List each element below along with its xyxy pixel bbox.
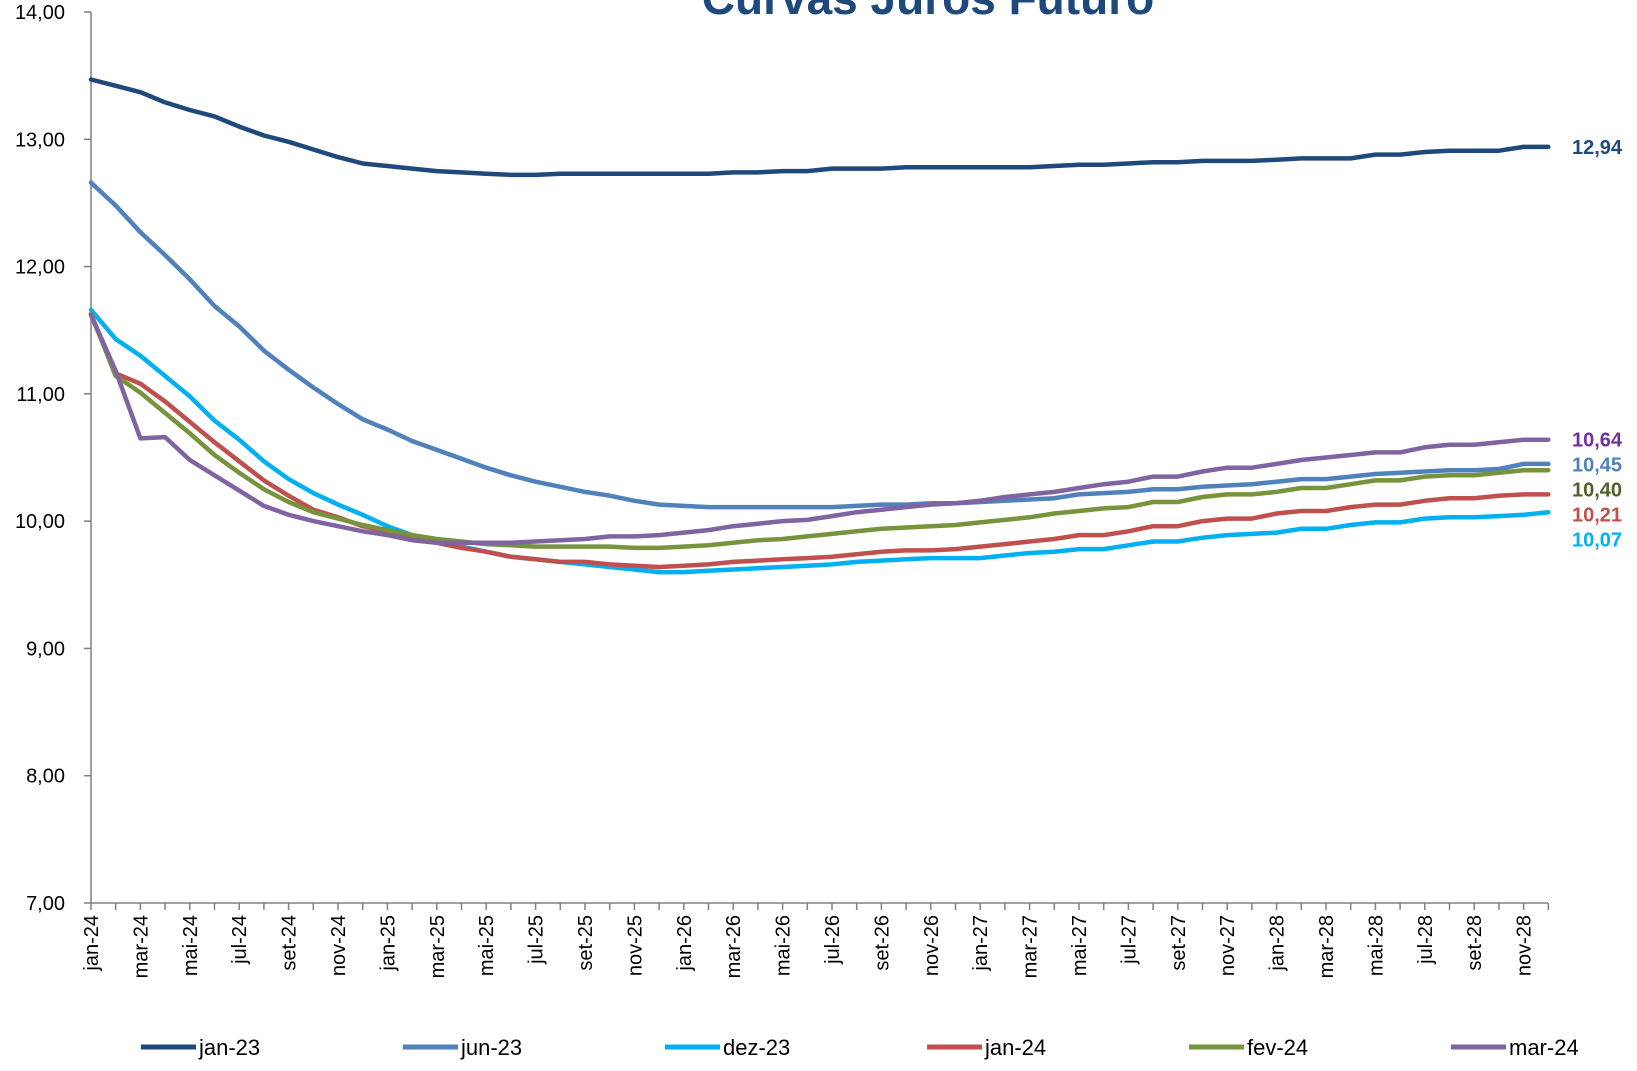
x-tick-label: mar-28 xyxy=(1316,915,1338,978)
legend-label-dez-23: dez-23 xyxy=(723,1035,790,1060)
x-tick-label: jan-25 xyxy=(377,915,399,972)
x-tick-label: mar-27 xyxy=(1020,915,1042,978)
x-tick-label: set-28 xyxy=(1464,915,1486,971)
legend-label-jun-23: jun-23 xyxy=(460,1035,522,1060)
x-tick-label: jul-26 xyxy=(822,915,844,965)
y-tick-label: 13,00 xyxy=(15,129,65,151)
legend: jan-23 jun-23 dez-23 jan-24 fev-24 mar-24 xyxy=(141,1035,1579,1060)
x-tick-label: jul-28 xyxy=(1415,915,1437,965)
series-line-jun-23 xyxy=(88,180,1551,510)
end-label-mar-24: 10,64 xyxy=(1572,430,1623,452)
x-tick-label: mar-24 xyxy=(130,915,152,978)
x-tick-label: mai-25 xyxy=(476,915,498,976)
series-line-dez-23 xyxy=(88,307,1551,575)
x-tick-label: jan-26 xyxy=(674,915,696,972)
legend-label-jan-24: jan-24 xyxy=(984,1035,1046,1060)
x-tick-label: mai-27 xyxy=(1069,915,1091,976)
x-tick-label: set-27 xyxy=(1168,915,1190,971)
x-tick-label: jan-24 xyxy=(81,915,103,972)
series-line-mar-24 xyxy=(88,312,1551,546)
y-tick-label: 12,00 xyxy=(15,257,65,279)
x-tick-label: jan-28 xyxy=(1267,915,1289,972)
x-tick-label: nov-28 xyxy=(1514,915,1536,976)
y-tick-label: 14,00 xyxy=(15,2,65,24)
end-label-jan-24: 10,21 xyxy=(1572,505,1622,527)
series-line-fev-24 xyxy=(88,311,1551,551)
y-tick-label: 10,00 xyxy=(15,511,65,533)
end-label-jan-23: 12,94 xyxy=(1572,137,1623,159)
x-tick-label: mai-26 xyxy=(773,915,795,976)
series-line-jan-23 xyxy=(88,77,1551,178)
x-tick-label: mar-25 xyxy=(427,915,449,978)
x-tick-label: set-24 xyxy=(279,915,301,971)
y-axis-ticks: 7,00 8,00 9,00 10,00 11,00 12,00 13,00 14,00 xyxy=(15,2,91,915)
x-tick-label: jul-27 xyxy=(1118,915,1140,965)
y-tick-label: 9,00 xyxy=(26,638,65,660)
x-tick-label: set-26 xyxy=(871,915,893,971)
end-label-jun-23: 10,45 xyxy=(1572,455,1622,477)
x-tick-label: nov-26 xyxy=(921,915,943,976)
x-tick-label: nov-27 xyxy=(1217,915,1239,976)
x-tick-label: set-25 xyxy=(575,915,597,971)
legend-label-fev-24: fev-24 xyxy=(1247,1035,1308,1060)
x-tick-label: mar-26 xyxy=(723,915,745,978)
chart-title: Curvas Juros Futuro xyxy=(702,0,1154,24)
legend-label-jan-23: jan-23 xyxy=(198,1035,260,1060)
y-tick-label: 11,00 xyxy=(16,384,65,406)
series-lines xyxy=(88,77,1551,575)
y-tick-label: 7,00 xyxy=(26,893,65,915)
x-tick-label: nov-25 xyxy=(624,915,646,976)
x-tick-label: nov-24 xyxy=(328,915,350,976)
x-tick-label: mai-28 xyxy=(1365,915,1387,976)
x-tick-label: jan-27 xyxy=(970,915,992,972)
x-tick-label: jul-24 xyxy=(229,915,251,965)
x-tick-label: mai-24 xyxy=(180,915,202,976)
end-label-fev-24: 10,40 xyxy=(1572,480,1622,502)
y-tick-label: 8,00 xyxy=(26,766,65,788)
x-axis-ticks: jan-24 mar-24 mai-24 jul-24 set-24 nov-24 jan-… xyxy=(81,903,1550,978)
legend-label-mar-24: mar-24 xyxy=(1509,1035,1579,1060)
end-labels: 12,94 10,64 10,45 10,40 10,21 10,07 xyxy=(1572,137,1623,552)
end-label-dez-23: 10,07 xyxy=(1572,530,1622,552)
x-tick-label: jul-25 xyxy=(526,915,548,965)
